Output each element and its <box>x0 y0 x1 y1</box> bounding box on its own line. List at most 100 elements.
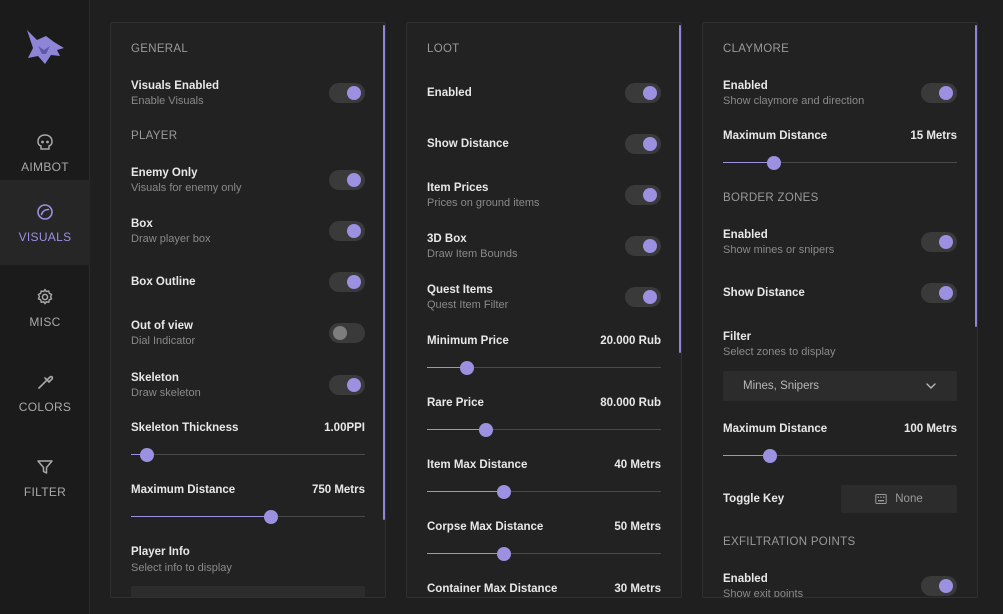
border-enabled-toggle[interactable] <box>921 232 957 252</box>
enemy-only-toggle[interactable] <box>329 170 365 190</box>
scrollbar[interactable] <box>679 25 681 353</box>
slider-thumb[interactable] <box>140 448 155 462</box>
skeleton-sub: Draw skeleton <box>131 387 201 399</box>
toggle-knob <box>939 86 953 100</box>
corpse-max-distance-slider[interactable] <box>427 547 661 561</box>
zones-filter-select[interactable]: Mines, Snipers <box>723 371 957 401</box>
player-info-sub: Select info to display <box>131 562 232 574</box>
eye-icon <box>37 203 53 220</box>
item-max-distance-slider[interactable] <box>427 485 661 499</box>
toggle-key-button[interactable]: None <box>841 485 957 513</box>
corpse-max-distance-value: 50 Metrs <box>614 521 661 533</box>
border-show-distance-toggle[interactable] <box>921 283 957 303</box>
sidebar-item-label: FILTER <box>23 484 67 499</box>
slider-thumb[interactable] <box>762 449 777 463</box>
visuals-enabled-toggle[interactable] <box>329 83 365 103</box>
exfil-enabled-toggle[interactable] <box>921 576 957 596</box>
loot-show-distance-toggle[interactable] <box>625 134 661 154</box>
slider-fill <box>131 454 148 455</box>
box-toggle[interactable] <box>329 221 365 241</box>
slider-thumb[interactable] <box>497 485 512 499</box>
filter-label: Filter <box>723 331 752 343</box>
section-title-general: GENERAL <box>131 43 189 55</box>
border-enabled-sub: Show mines or snipers <box>723 244 835 256</box>
toggle-knob <box>333 326 347 340</box>
skeleton-thickness-label: Skeleton Thickness <box>131 422 239 434</box>
rare-price-value: 80.000 Rub <box>600 397 661 409</box>
loot-enabled-toggle[interactable] <box>625 83 661 103</box>
section-title-player: PLAYER <box>131 130 178 142</box>
out-of-view-sub: Dial Indicator <box>131 335 196 347</box>
slider-thumb[interactable] <box>497 547 512 561</box>
container-max-distance-value: 30 Metrs <box>614 583 661 595</box>
claymore-enabled-sub: Show claymore and direction <box>723 95 865 107</box>
loot-show-distance-label: Show Distance <box>427 138 509 150</box>
slider-fill <box>131 516 272 517</box>
max-distance-slider[interactable] <box>131 510 365 524</box>
quest-items-toggle[interactable] <box>625 287 661 307</box>
box3d-sub: Draw Item Bounds <box>427 248 518 260</box>
keyboard-icon <box>875 494 887 504</box>
enemy-only-sub: Visuals for enemy only <box>131 182 242 194</box>
slider-track <box>427 553 661 554</box>
sidebar-item-label: AIMBOT <box>21 159 69 174</box>
scrollbar[interactable] <box>975 25 977 327</box>
box-outline-toggle[interactable] <box>329 272 365 292</box>
slider-thumb[interactable] <box>767 156 782 170</box>
claymore-max-distance-slider[interactable] <box>723 156 957 170</box>
slider-track <box>723 162 957 163</box>
border-enabled-label: Enabled <box>723 229 768 241</box>
box-label: Box <box>131 218 153 230</box>
sidebar-item-label: COLORS <box>18 399 72 414</box>
toggle-knob <box>643 137 657 151</box>
item-prices-label: Item Prices <box>427 182 489 194</box>
out-of-view-toggle[interactable] <box>329 323 365 343</box>
sidebar-item-aimbot[interactable]: AIMBOT <box>0 110 90 195</box>
slider-thumb[interactable] <box>459 361 474 375</box>
panel-general-player: GENERAL Visuals Enabled Enable Visuals P… <box>110 22 386 598</box>
item-max-distance-label: Item Max Distance <box>427 459 528 471</box>
claymore-max-distance-label: Maximum Distance <box>723 130 828 142</box>
toggle-knob <box>347 378 361 392</box>
rare-price-slider[interactable] <box>427 423 661 437</box>
player-info-select[interactable] <box>131 586 365 597</box>
border-max-distance-slider[interactable] <box>723 449 957 463</box>
visuals-enabled-label: Visuals Enabled <box>131 80 219 92</box>
section-title-claymore: CLAYMORE <box>723 43 790 55</box>
eyedropper-icon <box>38 375 54 389</box>
min-price-value: 20.000 Rub <box>600 335 661 347</box>
exfil-enabled-label: Enabled <box>723 573 768 585</box>
skull-icon <box>37 133 53 150</box>
toggle-knob <box>347 173 361 187</box>
max-distance-value: 750 Metrs <box>311 484 365 496</box>
slider-track <box>427 429 661 430</box>
toggle-knob <box>939 235 953 249</box>
slider-fill <box>427 553 505 554</box>
max-distance-label: Maximum Distance <box>131 484 236 496</box>
scrollbar[interactable] <box>383 25 385 520</box>
slider-fill <box>723 455 770 456</box>
sidebar-item-visuals[interactable]: VISUALS <box>0 180 90 265</box>
toggle-knob <box>643 86 657 100</box>
slider-fill <box>427 491 505 492</box>
slider-thumb[interactable] <box>478 423 493 437</box>
skeleton-thickness-slider[interactable] <box>131 448 365 462</box>
min-price-slider[interactable] <box>427 361 661 375</box>
sidebar-item-misc[interactable]: MISC <box>0 265 90 350</box>
sidebar-item-colors[interactable]: COLORS <box>0 350 90 435</box>
wolf-logo-icon <box>27 30 64 64</box>
quest-items-label: Quest Items <box>427 284 493 296</box>
section-title-exfil: EXFILTRATION POINTS <box>723 536 856 548</box>
toggle-knob <box>347 224 361 238</box>
claymore-enabled-label: Enabled <box>723 80 768 92</box>
skeleton-toggle[interactable] <box>329 375 365 395</box>
claymore-enabled-toggle[interactable] <box>921 83 957 103</box>
sidebar: AIMBOT VISUALS MISC COLORS <box>0 0 90 614</box>
box-sub: Draw player box <box>131 233 211 245</box>
sidebar-item-filter[interactable]: FILTER <box>0 435 90 520</box>
slider-thumb[interactable] <box>264 510 279 524</box>
box3d-toggle[interactable] <box>625 236 661 256</box>
item-prices-toggle[interactable] <box>625 185 661 205</box>
toggle-knob <box>643 188 657 202</box>
panel-loot: LOOT Enabled Show Distance Item Prices P… <box>406 22 682 598</box>
